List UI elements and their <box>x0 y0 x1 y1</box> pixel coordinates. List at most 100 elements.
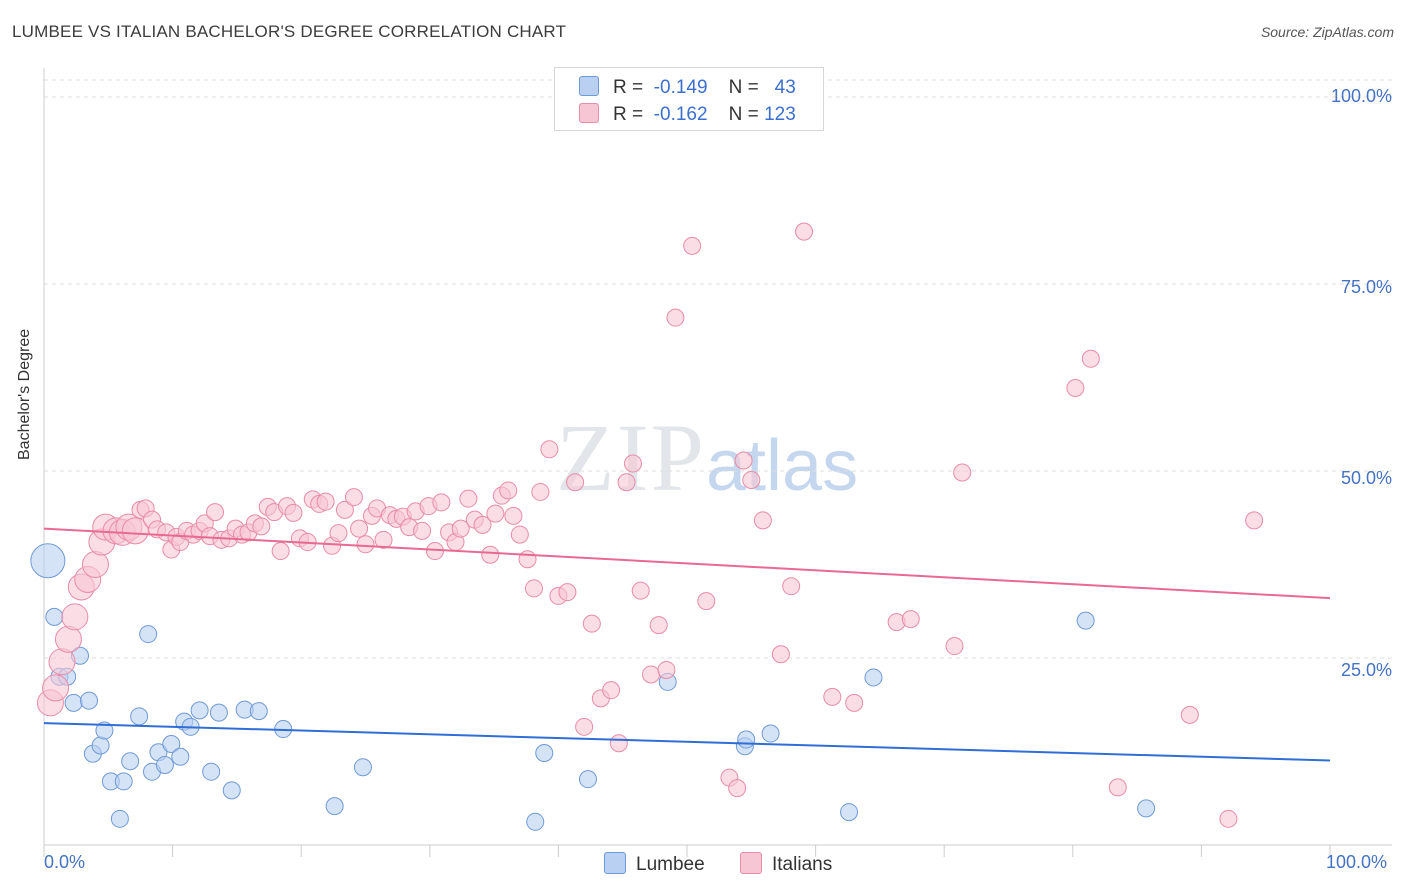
italians-point <box>558 583 577 602</box>
italians-point <box>845 693 864 712</box>
italians-point <box>61 603 89 631</box>
italians-point <box>374 530 393 549</box>
italians-point <box>728 779 747 798</box>
x-tick-label-max: 100.0% <box>1326 852 1388 872</box>
lumbee-point <box>171 747 190 766</box>
italians-point <box>284 503 303 522</box>
lumbee-point <box>80 691 99 710</box>
lumbee-point <box>155 755 174 774</box>
r-value-italians: -0.162 <box>653 104 708 125</box>
lumbee-point <box>353 758 372 777</box>
source-credit: Source: ZipAtlas.com <box>1260 24 1394 40</box>
lumbee-point <box>121 752 140 771</box>
italians-point <box>344 488 363 507</box>
r-value-lumbee: -0.149 <box>653 77 708 98</box>
watermark-atlas: atlas <box>706 426 859 506</box>
italians-point <box>1108 778 1127 797</box>
italians-point <box>1245 511 1264 530</box>
y-tick-label: 100.0% <box>1330 86 1392 106</box>
lumbee-trend-line <box>43 722 1331 762</box>
italians-point <box>413 521 432 540</box>
italians-trend-line <box>43 527 1331 600</box>
italians-point <box>540 440 559 459</box>
lumbee-point <box>1137 799 1156 818</box>
italians-point <box>524 579 543 598</box>
legend-row-lumbee: R = -0.149 N = 43 <box>579 76 796 99</box>
italians-point <box>81 551 109 578</box>
lumbee-point <box>114 772 133 791</box>
n-label: N = <box>728 104 759 125</box>
italians-point <box>734 451 753 470</box>
italians-point <box>609 734 628 753</box>
italians-legend-swatch <box>740 852 762 874</box>
r-label: R = <box>613 77 644 98</box>
italians-point <box>459 489 478 508</box>
lumbee-point <box>737 730 756 749</box>
lumbee-point <box>526 812 545 831</box>
italians-point <box>1219 809 1238 828</box>
lumbee-point <box>222 781 241 800</box>
italians-point <box>206 503 225 522</box>
italians-point <box>575 717 594 736</box>
italians-point <box>451 519 470 538</box>
y-axis-label: Bachelor's Degree <box>16 328 33 460</box>
lumbee-legend-swatch <box>604 852 626 874</box>
italians-point <box>623 454 642 473</box>
lumbee-point <box>249 702 268 721</box>
italians-point <box>641 665 660 684</box>
italians-point <box>566 473 585 492</box>
italians-point <box>48 648 76 676</box>
lumbee-point <box>202 762 221 781</box>
bottom-legend-lumbee: Lumbee <box>604 852 705 876</box>
italians-point <box>649 616 668 635</box>
italians-point <box>945 637 964 656</box>
bottom-legend-italians: Italians <box>740 852 832 876</box>
lumbee-point <box>578 770 597 789</box>
lumbee-legend-label: Lumbee <box>636 854 705 875</box>
italians-point <box>782 577 801 596</box>
italians-point <box>742 470 761 489</box>
y-tick-label: 75.0% <box>1340 277 1392 297</box>
n-value-italians: 123 <box>764 104 796 125</box>
lumbee-point <box>162 735 181 754</box>
italians-point <box>42 674 70 702</box>
italians-point <box>1081 349 1100 368</box>
lumbee-point <box>91 736 110 755</box>
italians-point <box>504 506 523 525</box>
italians-point <box>1066 378 1085 397</box>
italians-point <box>683 236 702 255</box>
correlation-legend: R = -0.149 N = 43 R = -0.162 N = 123 <box>554 67 824 131</box>
italians-swatch <box>579 103 599 123</box>
italians-point <box>901 610 920 629</box>
lumbee-point <box>209 703 228 722</box>
y-tick-label: 25.0% <box>1340 660 1392 680</box>
italians-point <box>481 545 500 564</box>
italians-point <box>499 481 518 500</box>
italians-legend-label: Italians <box>772 854 833 875</box>
italians-point <box>823 687 842 706</box>
lumbee-point <box>1076 611 1095 630</box>
lumbee-point <box>130 707 149 726</box>
italians-point <box>582 614 601 633</box>
chart-title: LUMBEE VS ITALIAN BACHELOR'S DEGREE CORR… <box>12 22 567 41</box>
lumbee-point <box>190 701 209 720</box>
italians-point <box>510 525 529 544</box>
italians-point <box>617 473 636 492</box>
italians-point <box>953 463 972 482</box>
italians-point <box>657 660 676 679</box>
italians-point <box>1180 705 1199 724</box>
lumbee-point <box>95 721 114 740</box>
lumbee-point <box>535 743 554 762</box>
lumbee-point <box>45 607 64 626</box>
italians-point <box>54 625 82 653</box>
legend-row-italians: R = -0.162 N = 123 <box>579 103 796 126</box>
italians-point <box>271 542 290 561</box>
italians-point <box>531 482 550 501</box>
italians-point <box>753 511 772 530</box>
r-label: R = <box>613 104 644 125</box>
italians-point <box>329 524 348 543</box>
italians-point <box>602 681 621 700</box>
italians-point <box>518 550 537 569</box>
lumbee-swatch <box>579 76 599 96</box>
